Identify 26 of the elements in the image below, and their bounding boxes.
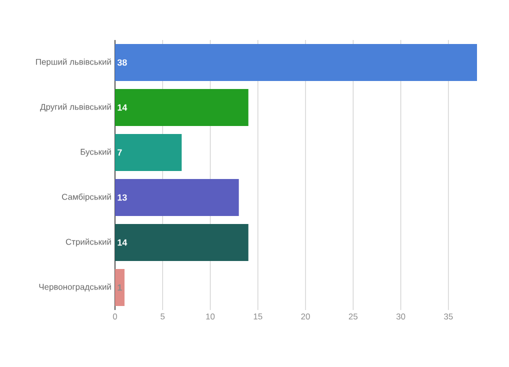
x-tick-label: 35 bbox=[444, 314, 453, 320]
data-label: 7 bbox=[118, 149, 122, 156]
y-tick-label: Стрийський bbox=[66, 238, 111, 247]
y-tick-label: Самбірський bbox=[62, 193, 111, 202]
bar bbox=[115, 89, 248, 126]
x-tick-label: 15 bbox=[254, 314, 262, 320]
y-tick-label: Перший львівський bbox=[36, 58, 111, 67]
data-label: 1 bbox=[118, 284, 122, 291]
bar bbox=[115, 224, 248, 261]
x-tick-label: 20 bbox=[301, 314, 310, 320]
x-tick-label: 5 bbox=[160, 314, 165, 320]
x-tick-label: 0 bbox=[112, 314, 118, 320]
data-label: 38 bbox=[117, 59, 127, 66]
bar bbox=[115, 179, 239, 216]
y-tick-label: Буський bbox=[80, 148, 111, 157]
x-tick-label: 30 bbox=[396, 314, 406, 320]
y-tick-label: Червоноградський bbox=[39, 283, 111, 292]
bar bbox=[115, 44, 477, 81]
data-label: 14 bbox=[118, 239, 128, 246]
data-label: 13 bbox=[118, 194, 127, 201]
data-label: 14 bbox=[118, 104, 128, 111]
x-tick-label: 25 bbox=[348, 314, 358, 320]
x-tick-label: 10 bbox=[206, 314, 215, 320]
bar bbox=[115, 134, 182, 171]
bar bbox=[115, 269, 125, 306]
y-tick-label: Другий львівський bbox=[40, 103, 111, 112]
